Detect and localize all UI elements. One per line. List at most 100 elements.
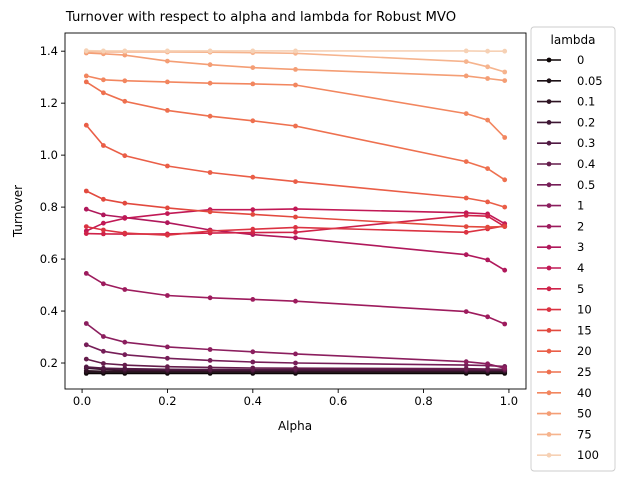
data-point xyxy=(463,159,469,165)
data-point xyxy=(250,65,256,70)
data-point xyxy=(293,235,298,241)
legend-item: 75 xyxy=(537,427,592,441)
legend-item: 40 xyxy=(537,386,592,400)
legend-swatch-marker xyxy=(546,348,552,354)
legend-item: 0.2 xyxy=(537,115,595,129)
legend-label: 15 xyxy=(577,323,592,337)
data-point xyxy=(463,359,469,365)
data-point xyxy=(83,356,89,362)
legend-label: 0.5 xyxy=(577,178,595,192)
series-10 xyxy=(83,223,508,238)
data-point xyxy=(250,48,256,54)
y-tick-label: 0.2 xyxy=(40,356,58,370)
data-point xyxy=(485,314,490,320)
data-point xyxy=(83,188,89,194)
x-tick-label: 0.6 xyxy=(329,394,347,408)
legend-label: 10 xyxy=(577,303,592,317)
data-point xyxy=(502,204,508,210)
series-1 xyxy=(83,321,508,371)
x-tick-label: 0.2 xyxy=(158,394,176,408)
data-point xyxy=(207,80,213,86)
data-point xyxy=(101,227,106,233)
data-point xyxy=(250,226,256,232)
legend-item: 0.05 xyxy=(537,74,603,88)
data-point xyxy=(250,118,256,124)
data-point xyxy=(122,215,128,221)
legend-swatch-marker xyxy=(546,224,552,229)
data-point xyxy=(207,365,213,370)
y-tick-label: 0.4 xyxy=(40,304,58,318)
legend-label: 100 xyxy=(577,448,599,462)
data-point xyxy=(101,48,106,54)
y-axis: 0.2 0.4 0.6 0.8 1.0 1.2 1.4 xyxy=(40,44,65,370)
legend-swatch-marker xyxy=(546,432,552,437)
data-point xyxy=(485,366,490,372)
data-point xyxy=(101,220,106,226)
data-point xyxy=(250,297,256,302)
legend-swatch-marker xyxy=(546,120,552,125)
data-point xyxy=(122,287,128,292)
data-point xyxy=(207,62,213,68)
data-point xyxy=(485,213,490,219)
legend-item: 0.3 xyxy=(537,136,595,150)
data-point xyxy=(83,122,89,128)
legend-swatch-marker xyxy=(546,140,552,146)
data-point xyxy=(463,195,469,201)
data-point xyxy=(250,365,256,371)
series-25 xyxy=(83,79,508,183)
series-line xyxy=(85,322,505,369)
data-point xyxy=(101,212,106,218)
data-point xyxy=(165,220,170,226)
y-tick-label: 0.8 xyxy=(40,200,58,214)
data-point xyxy=(485,48,490,54)
y-tick-label: 1.2 xyxy=(40,96,58,110)
data-point xyxy=(207,228,213,234)
data-point xyxy=(485,257,490,263)
data-point xyxy=(502,135,508,140)
data-point xyxy=(165,205,170,211)
legend-swatch-marker xyxy=(546,99,552,104)
data-point xyxy=(502,321,508,327)
legend-label: 0.05 xyxy=(577,74,603,88)
data-point xyxy=(165,211,170,217)
data-point xyxy=(165,108,170,113)
data-point xyxy=(122,362,128,368)
data-point xyxy=(122,153,128,159)
legend-item: 50 xyxy=(537,407,592,421)
series-line xyxy=(86,75,506,139)
legend-label: 1 xyxy=(577,199,584,213)
data-point xyxy=(101,348,106,354)
y-axis-label: Turnover xyxy=(11,185,25,238)
series-line xyxy=(86,344,505,368)
data-point xyxy=(122,48,128,54)
data-point xyxy=(250,207,256,213)
legend-item: 0.4 xyxy=(537,157,595,171)
data-point xyxy=(122,78,128,84)
series-line xyxy=(86,358,505,371)
legend-item: 5 xyxy=(537,282,584,296)
data-point xyxy=(122,339,128,345)
series-line xyxy=(86,225,505,237)
data-point xyxy=(122,98,128,104)
legend-swatch-marker xyxy=(546,161,552,167)
series-line xyxy=(85,272,506,325)
legend-item: 100 xyxy=(537,448,599,462)
data-point xyxy=(165,58,170,64)
data-point xyxy=(165,344,170,350)
data-point xyxy=(463,309,469,314)
data-point xyxy=(485,199,490,205)
data-point xyxy=(293,48,298,54)
legend-item: 4 xyxy=(537,261,584,275)
data-point xyxy=(293,82,298,88)
data-point xyxy=(293,365,298,371)
data-point xyxy=(293,214,298,220)
series-line xyxy=(86,366,505,371)
legend-item: 2 xyxy=(537,219,584,233)
data-point xyxy=(502,48,508,54)
legend-swatch-marker xyxy=(546,265,552,271)
legend-label: 0.2 xyxy=(577,115,595,129)
data-point xyxy=(502,224,508,230)
x-axis: 0.0 0.2 0.4 0.6 0.8 1.0 xyxy=(73,389,518,408)
series-40 xyxy=(83,73,508,140)
